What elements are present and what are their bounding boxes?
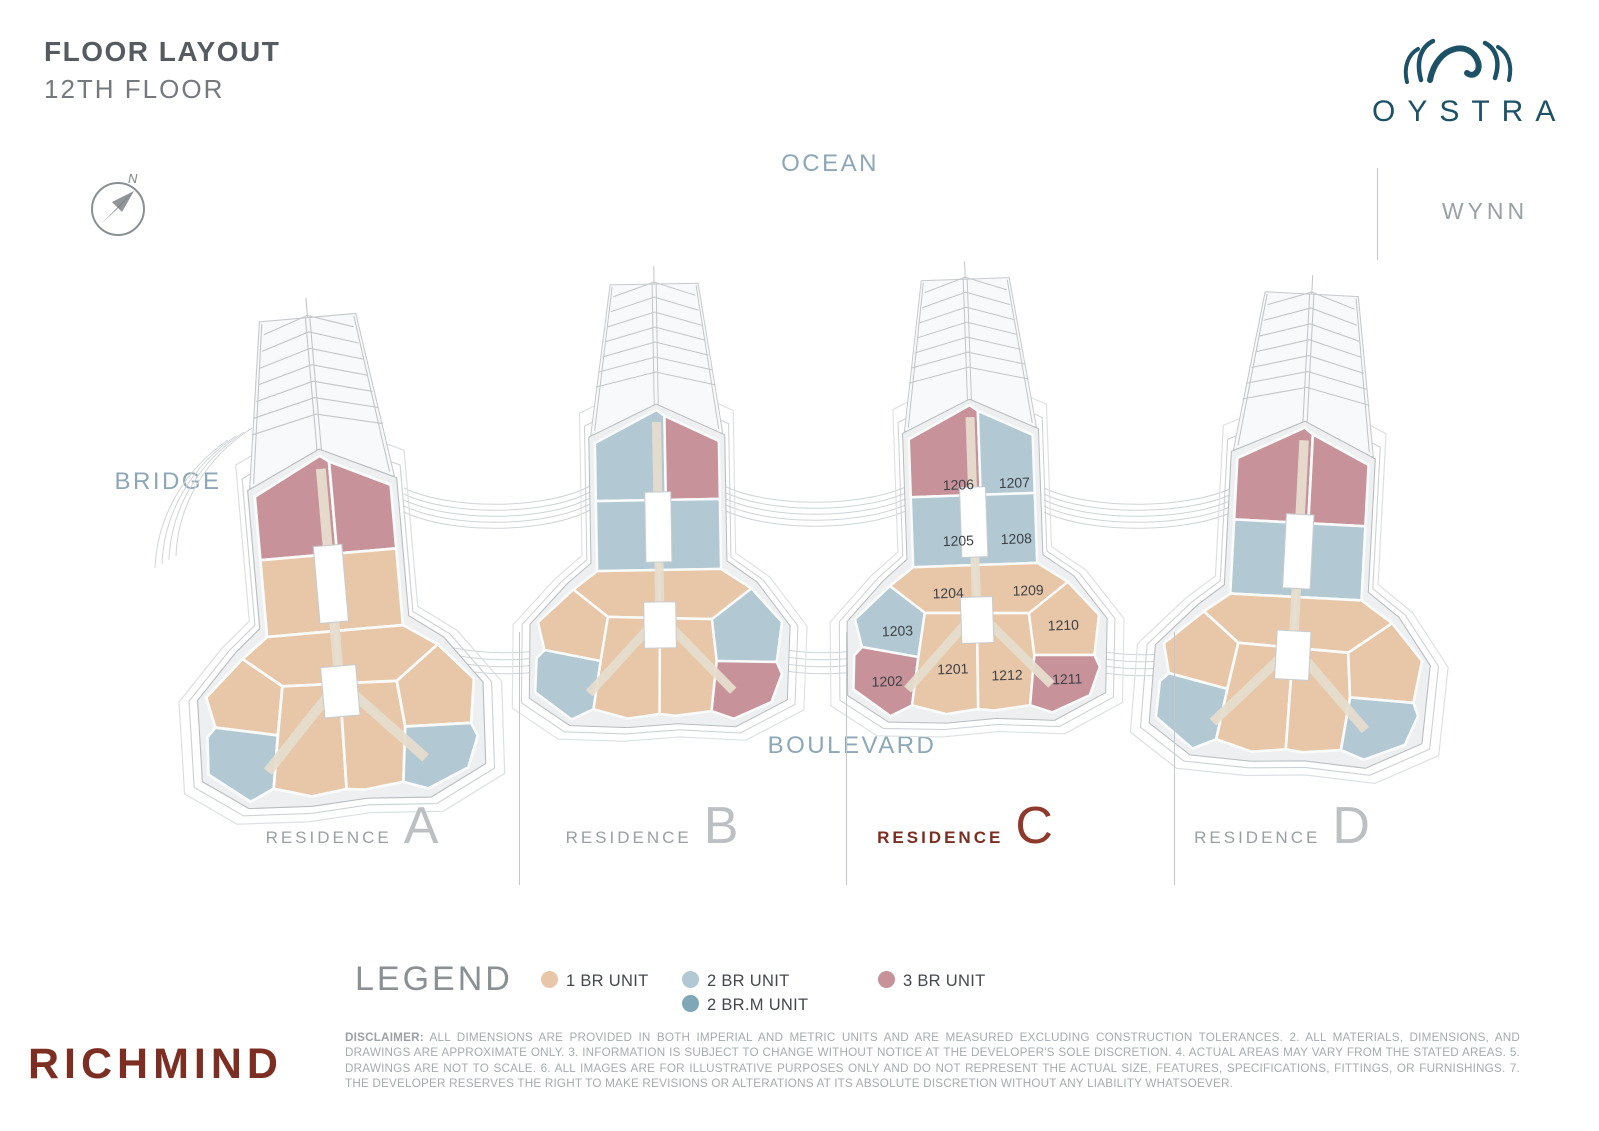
residence-letter: D xyxy=(1332,797,1370,855)
legend-dot-2br xyxy=(682,971,699,988)
legend-label-2brm: 2 BR.M UNIT xyxy=(707,996,809,1014)
legend-dot-2brm xyxy=(682,995,699,1012)
disclaimer-label: DISCLAIMER: xyxy=(345,1031,424,1044)
wynn-label: WYNN xyxy=(1441,198,1529,224)
unit-label: 1201 xyxy=(937,660,969,677)
unit-label: 1207 xyxy=(998,474,1030,491)
oystra-logo: OYSTRA xyxy=(1360,28,1560,129)
unit-area xyxy=(1339,695,1421,764)
wynn-divider-line xyxy=(1377,168,1378,260)
building-residence-d xyxy=(1127,270,1463,788)
residence-word: RESIDENCE xyxy=(877,828,1004,847)
divider-a-b xyxy=(519,632,520,885)
unit-label: 1208 xyxy=(1000,530,1032,547)
unit-area xyxy=(709,658,784,721)
building-residence-c: 1206 1207 1205 1208 1204 1209 1203 1210 … xyxy=(818,258,1129,743)
unit-label: 1204 xyxy=(932,584,964,601)
residence-word: RESIDENCE xyxy=(265,828,392,847)
unit-label: 1202 xyxy=(871,673,903,690)
unit-label: 1211 xyxy=(1052,670,1083,687)
unit-label: 1205 xyxy=(942,532,974,549)
residence-label-c: RESIDENCE C xyxy=(877,796,1053,856)
residence-word: RESIDENCE xyxy=(1194,828,1321,847)
residence-letter: B xyxy=(703,797,739,855)
unit-label: 1210 xyxy=(1047,616,1079,633)
compass-icon: N xyxy=(91,171,145,236)
residence-label-b: RESIDENCE B xyxy=(566,796,739,856)
bridge-label: BRIDGE xyxy=(114,468,222,495)
residence-label-a: RESIDENCE A xyxy=(266,796,439,856)
residence-word: RESIDENCE xyxy=(565,828,692,847)
unit-label: 1206 xyxy=(943,476,975,493)
unit-label: 1212 xyxy=(991,666,1023,683)
legend-label-3br: 3 BR UNIT xyxy=(903,972,986,990)
residence-letter: A xyxy=(403,797,439,855)
residence-label-d: RESIDENCE D xyxy=(1194,796,1370,856)
page-subtitle: 12TH FLOOR xyxy=(44,74,225,104)
residence-letter: C xyxy=(1015,797,1053,855)
legend-dot-3br xyxy=(878,971,895,988)
legend-dot-1br xyxy=(541,971,558,988)
unit-area xyxy=(397,718,484,792)
divider-c-d xyxy=(1174,632,1175,885)
legend-title: LEGEND xyxy=(355,960,513,998)
unit-label: 1203 xyxy=(882,622,914,639)
compass-north-label: N xyxy=(128,171,138,186)
divider-b-c xyxy=(846,632,847,885)
disclaimer-body: ALL DIMENSIONS ARE PROVIDED IN BOTH IMPE… xyxy=(345,1031,1520,1090)
legend-label-1br: 1 BR UNIT xyxy=(566,972,649,990)
ocean-label: OCEAN xyxy=(781,150,879,177)
oystra-logo-mark xyxy=(1403,38,1513,84)
page-title: FLOOR LAYOUT xyxy=(44,36,281,67)
disclaimer-text: DISCLAIMER: ALL DIMENSIONS ARE PROVIDED … xyxy=(345,1030,1520,1091)
legend-label-2br: 2 BR UNIT xyxy=(707,972,790,990)
unit-label: 1209 xyxy=(1012,582,1044,599)
oystra-logo-text: OYSTRA xyxy=(1372,95,1568,128)
richmind-logo: RICHMIND xyxy=(28,1040,283,1088)
building-residence-a xyxy=(152,291,514,835)
